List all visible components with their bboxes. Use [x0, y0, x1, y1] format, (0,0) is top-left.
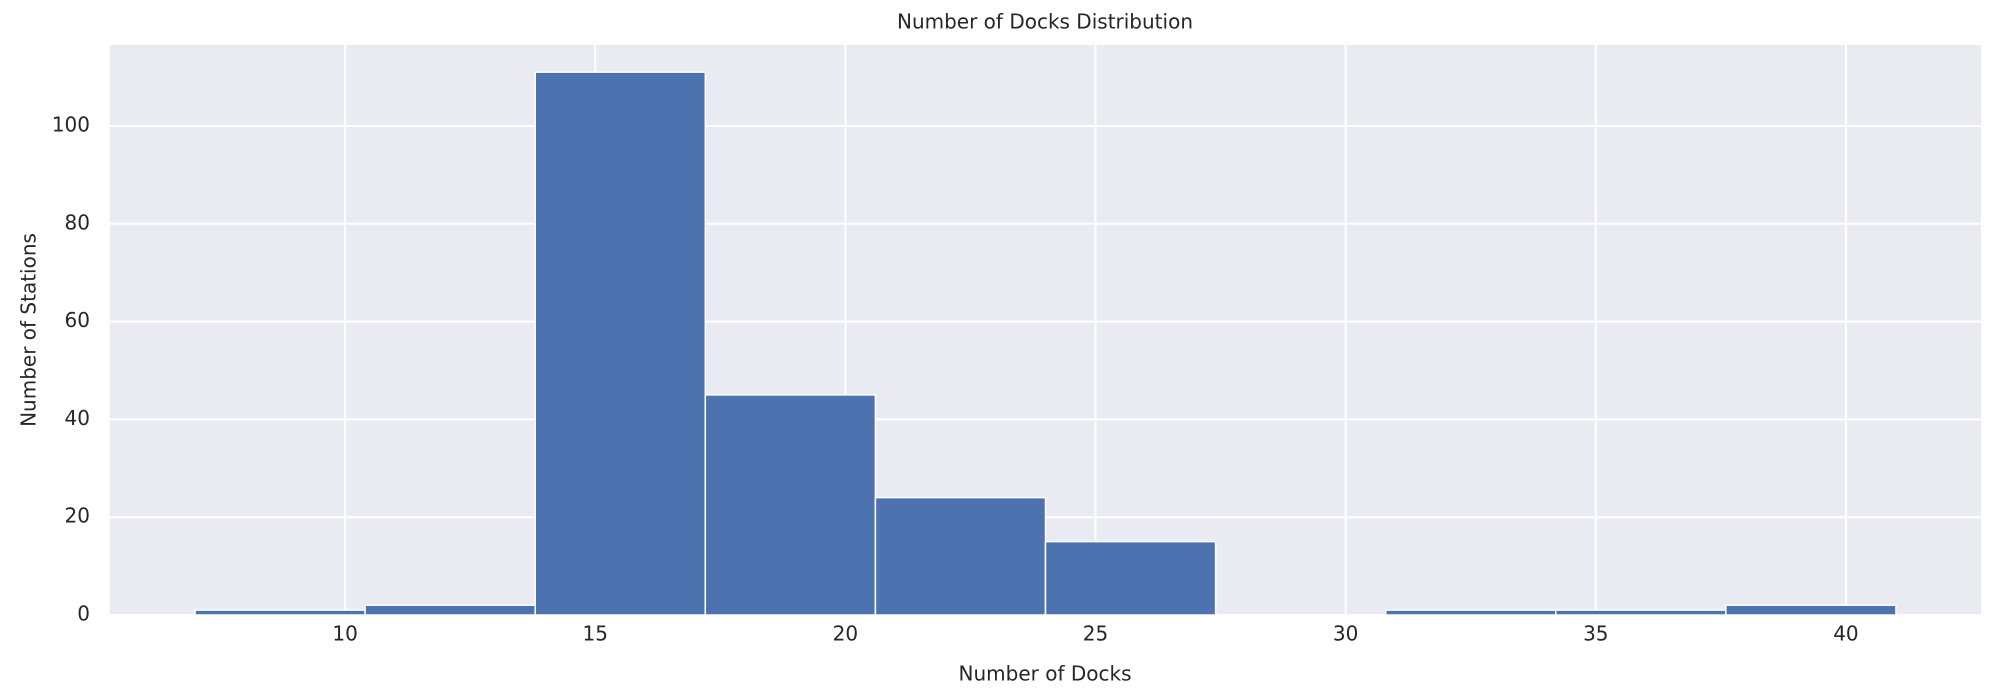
x-tick-label: 30 [1333, 622, 1358, 646]
bar [1555, 609, 1727, 616]
chart-title: Number of Docks Distribution [897, 10, 1193, 34]
x-axis-label: Number of Docks [959, 662, 1132, 686]
x-tick-label: 10 [332, 622, 357, 646]
x-tick-label: 40 [1833, 622, 1858, 646]
x-tick-label: 15 [583, 622, 608, 646]
bar [194, 609, 366, 616]
bar [704, 394, 877, 616]
bar [874, 496, 1047, 616]
y-tick-label: 60 [65, 308, 90, 332]
y-tick-label: 100 [52, 112, 90, 136]
y-tick-label: 20 [65, 504, 90, 528]
y-tick-label: 0 [77, 602, 90, 626]
bar [364, 604, 536, 616]
x-tick-label: 25 [1083, 622, 1108, 646]
y-tick-label: 40 [65, 406, 90, 430]
x-tick-label: 35 [1583, 622, 1608, 646]
y-tick-label: 80 [65, 210, 90, 234]
bar [1044, 540, 1217, 616]
y-axis-label: Number of Stations [17, 233, 41, 427]
bar [1725, 604, 1897, 616]
x-tick-label: 20 [833, 622, 858, 646]
bar [1384, 609, 1557, 616]
bar [534, 71, 707, 616]
